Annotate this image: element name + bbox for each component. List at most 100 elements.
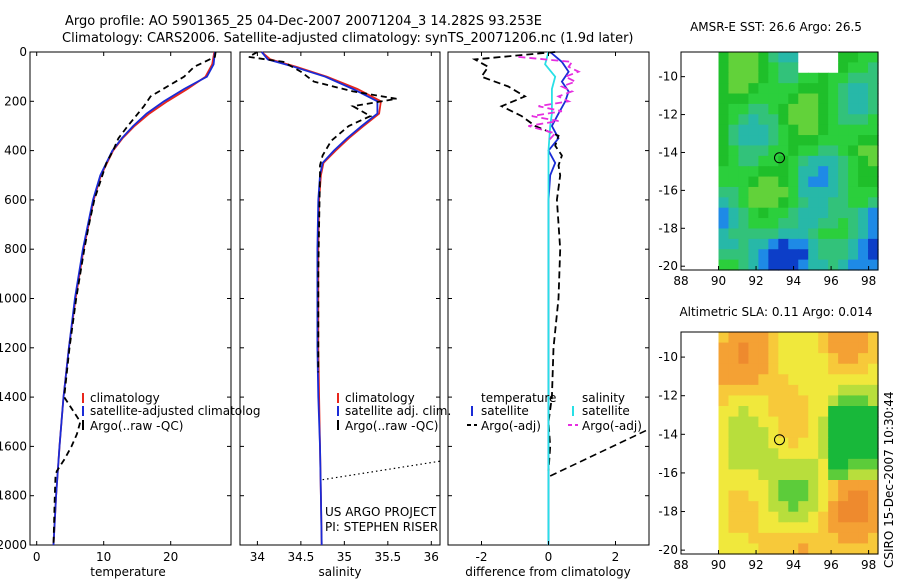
map-cell — [798, 62, 809, 74]
map-cell — [808, 384, 819, 397]
map-cell — [748, 363, 759, 375]
map-cell — [738, 114, 750, 126]
map-cell — [828, 124, 839, 136]
map-cell — [788, 114, 799, 126]
map-cell — [728, 93, 740, 105]
map-cell — [848, 332, 859, 344]
map-cell — [798, 259, 809, 271]
map-cell — [718, 406, 730, 418]
map-cell — [748, 228, 759, 240]
temperature-xlabel: temperature — [90, 565, 165, 579]
map-cell — [788, 427, 799, 439]
map-cell — [798, 363, 809, 375]
map-cell — [768, 218, 779, 230]
map-cell — [868, 218, 879, 230]
map-cell — [728, 501, 740, 513]
map-cell — [758, 501, 769, 513]
map-cell — [848, 448, 859, 460]
legend-label-temp-argo: Argo(-adj) — [481, 419, 541, 433]
map-cell — [738, 207, 750, 219]
map-cell — [778, 480, 789, 492]
map-cell — [798, 448, 809, 460]
map-cell — [738, 238, 750, 250]
map-cell — [808, 374, 819, 386]
map-cell — [748, 249, 759, 261]
map-cell — [808, 469, 819, 481]
map-cell — [838, 259, 849, 271]
map-cell — [788, 374, 799, 386]
map-cell — [718, 480, 730, 492]
map-cell — [858, 259, 869, 271]
y-tick-label: 1200 — [0, 341, 27, 355]
map-cell — [818, 197, 829, 209]
map-cell — [798, 522, 809, 534]
map-cell — [758, 416, 769, 428]
map-cell — [808, 62, 819, 74]
map-cell — [718, 543, 730, 555]
map-cell — [728, 427, 740, 439]
map-cell — [818, 532, 829, 545]
map-cell — [788, 103, 799, 115]
difference-xlabel: difference from climatology — [465, 565, 631, 579]
map-cell — [748, 124, 759, 136]
map-cell — [818, 186, 829, 198]
map-cell — [818, 166, 829, 178]
map-cell — [778, 501, 789, 513]
map-cell — [788, 458, 799, 471]
map-cell — [718, 490, 730, 502]
map-cell — [828, 448, 839, 460]
map-cell — [848, 52, 859, 63]
map-cell — [798, 155, 809, 167]
map-cell — [718, 395, 730, 407]
series-line-temperature-argo-adj- — [471, 51, 563, 472]
map-cell — [738, 72, 750, 84]
map-cell — [748, 62, 759, 74]
title-line-1: Argo profile: AO 5901365_25 04-Dec-2007 … — [65, 14, 542, 29]
map-cell — [858, 543, 869, 555]
map-cell — [758, 218, 769, 230]
map-cell — [768, 363, 779, 375]
map-cell — [808, 522, 819, 534]
map-cell — [808, 72, 819, 84]
series-line-satellite-adj-clim- — [261, 51, 379, 546]
map-cell — [748, 406, 759, 418]
map-cell — [818, 395, 829, 407]
map-cell — [738, 93, 750, 105]
map-cell — [758, 427, 769, 439]
map-cell — [848, 416, 859, 428]
map-cell — [748, 186, 759, 198]
map-cell — [728, 207, 740, 219]
map-cell — [798, 384, 809, 397]
map-cell — [828, 437, 839, 449]
map-cell — [758, 406, 769, 418]
map-cell — [858, 532, 869, 545]
map-cell — [728, 228, 740, 240]
map-cell — [738, 155, 750, 167]
map-cell — [848, 238, 859, 250]
map-cell — [718, 363, 730, 375]
map-cell — [728, 197, 740, 209]
map-cell — [808, 186, 819, 198]
map-cell — [828, 218, 839, 230]
map-cell — [728, 145, 740, 157]
map-cell — [738, 83, 750, 95]
map-cell — [718, 197, 730, 209]
map-cell — [798, 458, 809, 471]
difference-panel: -2 0 2 difference from climatology tempera… — [447, 51, 650, 579]
map-cell — [858, 83, 869, 95]
map-cell — [788, 52, 799, 63]
map-cell — [738, 480, 750, 492]
map-cell — [828, 342, 839, 354]
salinity-legend: climatology satellite adj. clim. Argo(..… — [337, 391, 451, 433]
map-cell — [758, 374, 769, 386]
map-cell — [728, 374, 740, 386]
map-cell — [848, 480, 859, 492]
map-cell — [818, 416, 829, 428]
map-cell — [828, 166, 839, 178]
map-cell — [738, 124, 750, 136]
map-cell — [768, 135, 779, 147]
map-cell — [758, 62, 769, 74]
map-cell — [718, 155, 730, 167]
map-cell — [748, 458, 759, 471]
map-cell — [798, 166, 809, 178]
